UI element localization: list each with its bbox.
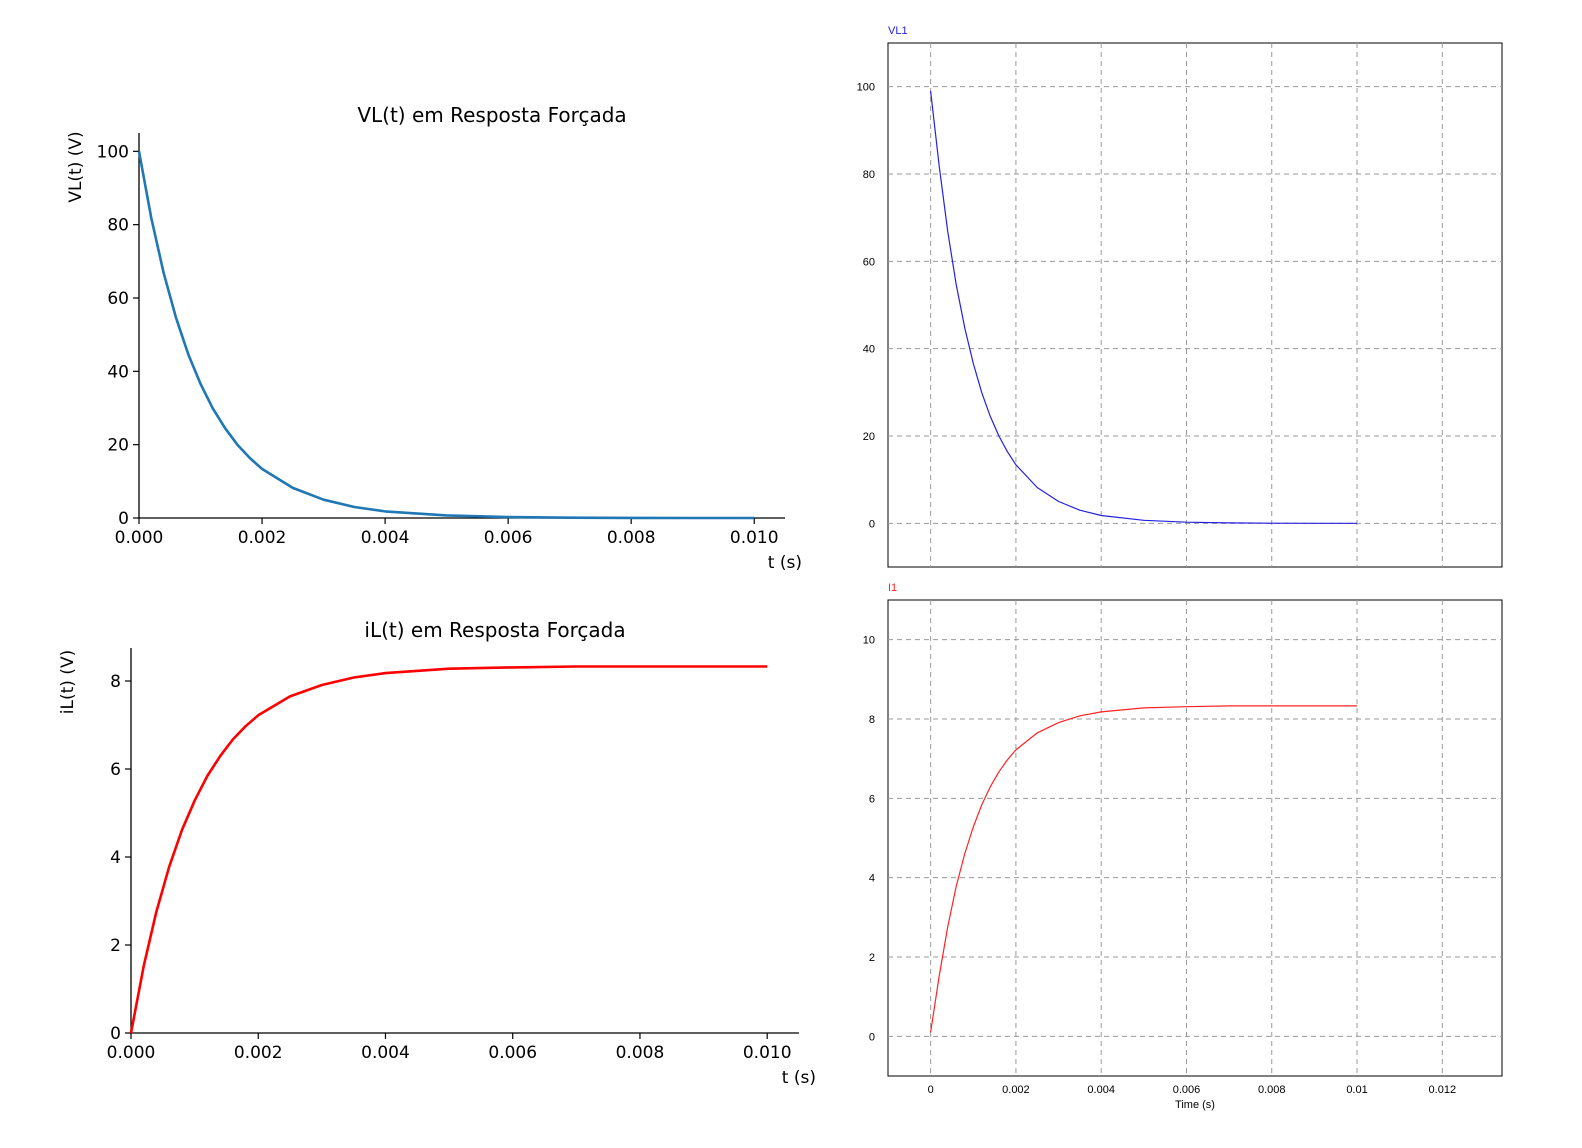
y-tick-label: 6 bbox=[869, 793, 875, 805]
x-tick-label: 0.008 bbox=[1258, 1084, 1286, 1096]
plot-frame bbox=[887, 599, 1503, 1077]
psim-i1-chart: 0 2 4 6 8 10 0 0.002 0.004 0.006 0.008 0.01 0.012 Tim… bbox=[863, 582, 1503, 1111]
series-line bbox=[930, 90, 1357, 524]
y-tick-label: 10 bbox=[863, 635, 875, 647]
y-tick-label: 2 bbox=[110, 936, 121, 956]
x-tick-label: 0.008 bbox=[607, 528, 656, 548]
y-tick-label: 40 bbox=[863, 344, 875, 356]
x-tick-label: 0.01 bbox=[1346, 1084, 1367, 1096]
y-tick-label: 0 bbox=[869, 1031, 875, 1043]
x-axis-label: t (s) bbox=[768, 553, 802, 573]
x-tick-label: 0.006 bbox=[1173, 1084, 1201, 1096]
y-tick-label: 20 bbox=[863, 431, 875, 443]
x-tick-label: 0.002 bbox=[234, 1043, 283, 1063]
x-tick-label: 0.006 bbox=[488, 1043, 537, 1063]
y-tick-label: 2 bbox=[869, 952, 875, 964]
x-tick-label: 0.004 bbox=[361, 1043, 410, 1063]
x-tick-label: 0.000 bbox=[107, 1043, 156, 1063]
x-tick-label: 0.012 bbox=[1429, 1084, 1457, 1096]
y-tick-label: 80 bbox=[107, 216, 129, 236]
y-tick-label: 40 bbox=[107, 362, 129, 382]
y-tick-label: 100 bbox=[857, 82, 875, 94]
x-tick-label: 0.004 bbox=[1087, 1084, 1115, 1096]
vl-chart: 0.000 0.002 0.004 0.006 0.008 0.010 0 20 40 60 80 1… bbox=[66, 103, 802, 573]
y-tick-label: 0 bbox=[118, 509, 129, 529]
chart-title: VL(t) em Resposta Forçada bbox=[357, 103, 626, 127]
y-tick-label: 60 bbox=[107, 289, 129, 309]
series-line bbox=[930, 705, 1357, 1033]
y-tick-label: 8 bbox=[110, 672, 121, 692]
y-tick-label: 80 bbox=[863, 169, 875, 181]
y-tick-label: 8 bbox=[869, 714, 875, 726]
legend-label: VL1 bbox=[888, 25, 908, 37]
y-axis-label: VL(t) (V) bbox=[66, 131, 86, 202]
plot-frame bbox=[887, 42, 1503, 568]
y-tick-label: 0 bbox=[869, 518, 875, 530]
x-tick-label: 0.002 bbox=[238, 528, 287, 548]
x-axis-label: t (s) bbox=[782, 1068, 816, 1088]
legend-label: I1 bbox=[888, 582, 897, 594]
x-tick-label: 0.004 bbox=[361, 528, 410, 548]
x-tick-label: 0.000 bbox=[115, 528, 164, 548]
chart-title: iL(t) em Resposta Forçada bbox=[364, 618, 625, 642]
x-axis-label: Time (s) bbox=[1175, 1099, 1215, 1111]
x-tick-label: 0 bbox=[928, 1084, 934, 1096]
y-tick-label: 4 bbox=[110, 848, 121, 868]
x-tick-label: 0.006 bbox=[484, 528, 533, 548]
il-chart: 0.000 0.002 0.004 0.006 0.008 0.010 0 2 4 6 8 iL(t)… bbox=[58, 618, 816, 1088]
x-tick-label: 0.010 bbox=[730, 528, 779, 548]
y-tick-label: 0 bbox=[110, 1024, 121, 1044]
series-line bbox=[129, 665, 768, 1034]
psim-vl1-chart: 0 20 40 60 80 100 VL1 bbox=[857, 25, 1503, 568]
y-tick-label: 20 bbox=[107, 436, 129, 456]
x-tick-label: 0.010 bbox=[743, 1043, 792, 1063]
y-tick-label: 6 bbox=[110, 760, 121, 780]
x-tick-label: 0.008 bbox=[616, 1043, 665, 1063]
x-tick-label: 0.002 bbox=[1002, 1084, 1030, 1096]
y-tick-label: 4 bbox=[869, 873, 875, 885]
series-line bbox=[137, 151, 755, 520]
y-tick-label: 100 bbox=[97, 142, 129, 162]
y-tick-label: 60 bbox=[863, 256, 875, 268]
y-axis-label: iL(t) (V) bbox=[58, 650, 78, 714]
